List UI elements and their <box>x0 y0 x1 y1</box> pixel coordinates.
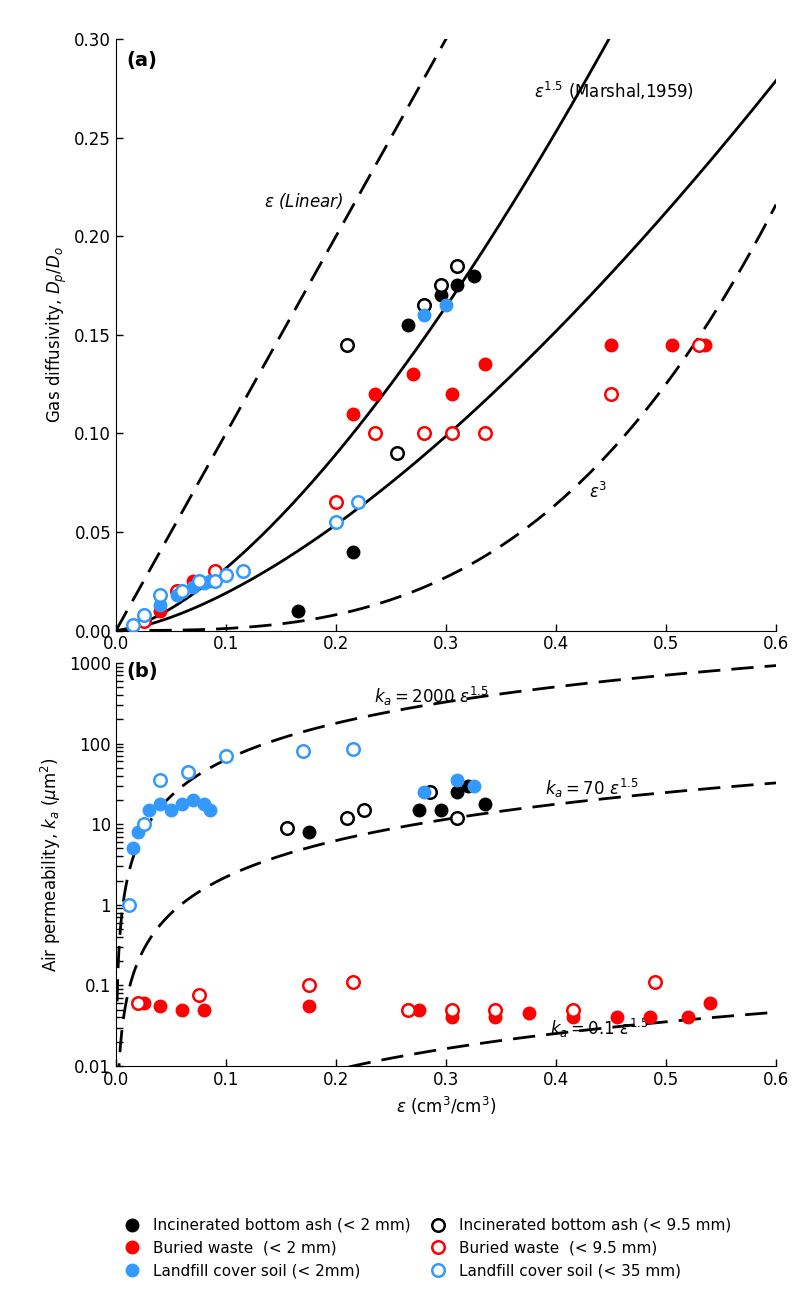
Y-axis label: Gas diffusivity, $D_p/D_o$: Gas diffusivity, $D_p/D_o$ <box>45 247 69 422</box>
Text: $\varepsilon^{3}$: $\varepsilon^{3}$ <box>589 482 607 502</box>
Text: $k_a = 2000\ \varepsilon^{1.5}$: $k_a = 2000\ \varepsilon^{1.5}$ <box>374 685 489 708</box>
Text: $\varepsilon^{1.5}$ (Marshal,1959): $\varepsilon^{1.5}$ (Marshal,1959) <box>534 81 694 103</box>
Legend: Incinerated bottom ash (< 2 mm), Buried waste  (< 2 mm), Landfill cover soil (< : Incinerated bottom ash (< 2 mm), Buried … <box>109 1210 739 1286</box>
Y-axis label: Air permeability, $k_a$ ($\mu$m$^2$): Air permeability, $k_a$ ($\mu$m$^2$) <box>39 757 63 972</box>
Text: $k_a = 70\ \varepsilon^{1.5}$: $k_a = 70\ \varepsilon^{1.5}$ <box>545 777 638 800</box>
Text: (b): (b) <box>126 662 158 681</box>
X-axis label: $\varepsilon$ (cm$^3$/cm$^3$): $\varepsilon$ (cm$^3$/cm$^3$) <box>396 1095 496 1117</box>
Text: $\varepsilon$ (Linear): $\varepsilon$ (Linear) <box>265 191 344 211</box>
Text: $k_a = 0.1\ \varepsilon^{1.5}$: $k_a = 0.1\ \varepsilon^{1.5}$ <box>550 1018 650 1040</box>
Text: (a): (a) <box>126 51 157 70</box>
